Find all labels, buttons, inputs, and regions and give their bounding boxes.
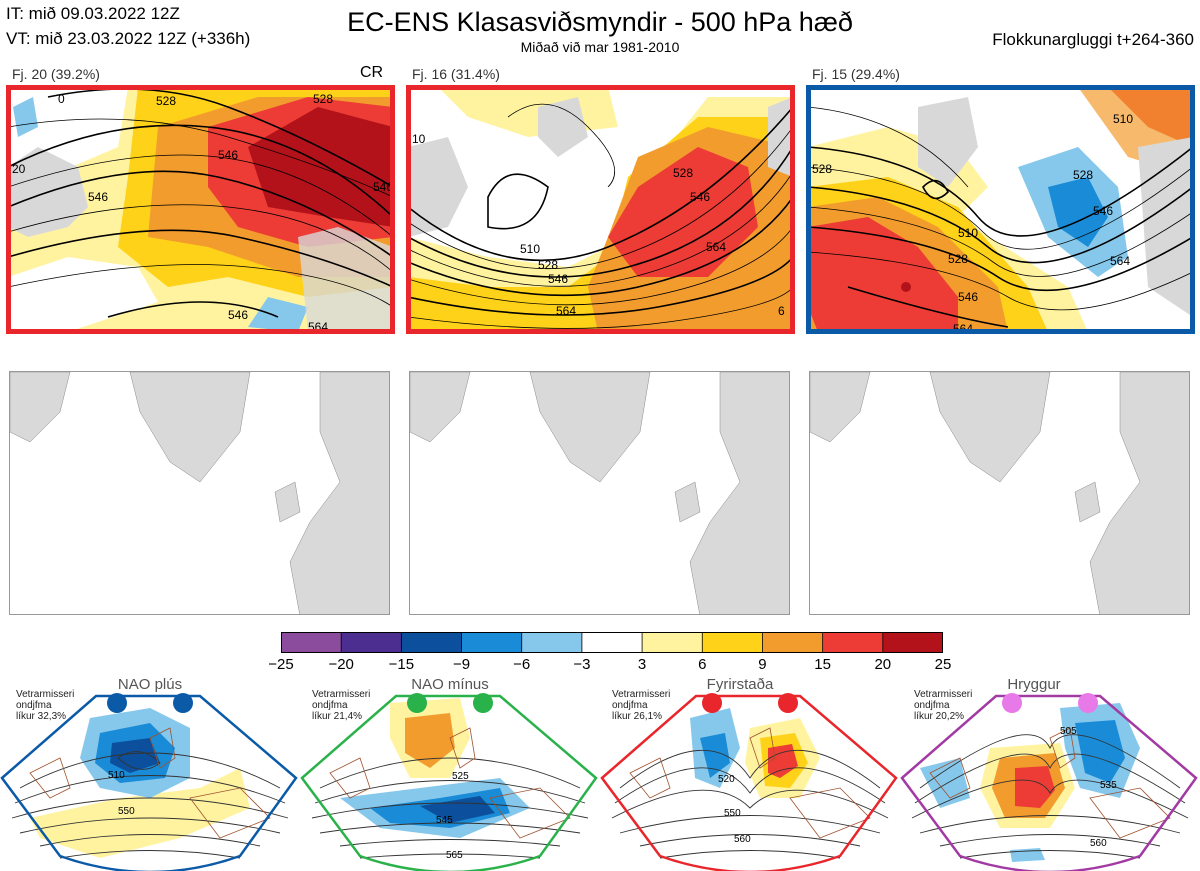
regime-nao-minus-title: NAO mínus (411, 676, 489, 693)
cluster-1-contour-label: 546 (88, 190, 108, 204)
colorbar-swatch (461, 632, 523, 653)
regime-contour-label: 535 (1100, 780, 1117, 791)
regime-contour-label: 550 (724, 808, 741, 819)
regime-blocking-map: 520 550 560 (600, 693, 898, 871)
regime-nao-plus-note: Vetrarmisseri ondjfma líkur 32,3% (16, 689, 75, 722)
colorbar-swatch (822, 632, 884, 653)
regime-contour-label: 510 (108, 770, 125, 781)
cluster-3-contour-label: 510 (1113, 112, 1133, 126)
anomaly-colorbar (281, 632, 943, 653)
cluster-1-contour-label: 528 (156, 94, 176, 108)
colorbar-tick-label: −15 (388, 656, 415, 673)
cluster-2-contour-label: 528 (538, 258, 558, 272)
cluster-1-contour-label: 528 (313, 92, 333, 106)
regime-ridge-map: 505 535 560 (900, 693, 1198, 871)
cluster-3-contour-label: 564 (953, 322, 973, 332)
cluster-3-contour-label: 546 (1093, 204, 1113, 218)
cluster-2-contour-label: 10 (412, 132, 426, 146)
cluster-1-contour-label: 546 (218, 148, 238, 162)
regime-ridge-title: Hryggur (1007, 676, 1061, 693)
colorbar-swatch (581, 632, 643, 653)
cluster-2-contour-label: 510 (520, 242, 540, 256)
colorbar-swatch (400, 632, 463, 653)
cluster-1-contour-label: 564 (308, 320, 328, 332)
colorbar-tick-label: 20 (874, 656, 892, 673)
regime-contour-label: 560 (1090, 838, 1107, 849)
cluster-1-contour-label: 546 (228, 308, 248, 322)
colorbar-tick-label: 9 (758, 656, 767, 673)
regime-nao-plus-map: 510 550 (0, 693, 298, 871)
cluster-1-contour-label: 0 (58, 92, 65, 106)
cluster-3-contour-label: 528 (948, 252, 968, 266)
colorbar-tick-label: −20 (328, 656, 354, 673)
colorbar-tick-label: 3 (637, 656, 647, 673)
cluster-2-contour-label: 564 (706, 240, 726, 254)
empty-map-1 (9, 371, 390, 615)
cluster-2-label: Fj. 16 (31.4%) (412, 66, 500, 82)
cluster-1-label: Fj. 20 (39.2%) (12, 66, 100, 82)
regime-contour-label: 525 (452, 771, 469, 782)
cluster-1-regime-tag: CR (360, 64, 384, 81)
initial-time: IT: mið 09.03.2022 12Z (6, 4, 180, 23)
colorbar-tick-label: 25 (934, 656, 952, 673)
cluster-3-map: 510 528 546 564 510 528 546 564 528 (808, 87, 1193, 332)
colorbar-swatch (340, 632, 403, 653)
regime-blocking-note: Vetrarmisseri ondjfma líkur 26,1% (612, 689, 671, 722)
empty-map-3 (809, 371, 1190, 615)
colorbar-swatch (281, 632, 343, 653)
regime-contour-label: 520 (718, 774, 735, 785)
regime-contour-label: 545 (436, 815, 453, 826)
cluster-3-contour-label: 510 (958, 226, 978, 240)
regime-nao-plus-title: NAO plús (117, 676, 183, 693)
empty-map-2 (409, 371, 790, 615)
colorbar-swatch (521, 632, 583, 653)
colorbar-tick-label: −6 (513, 656, 531, 673)
colorbar-tick-label: −3 (573, 656, 591, 673)
regime-ridge-note: Vetrarmisseri ondjfma líkur 20,2% (914, 689, 973, 722)
colorbar-tick-label: −25 (268, 656, 294, 673)
cluster-3-contour-label: 528 (812, 162, 832, 176)
cluster-1-contour-label: 546 (373, 180, 393, 194)
cluster-3-contour-label: 546 (958, 290, 978, 304)
cluster-2-contour-label: 528 (673, 166, 693, 180)
regime-nao-minus-map: 525 545 565 (300, 693, 598, 871)
colorbar-tick-label: −9 (452, 656, 471, 673)
valid-time: VT: mið 23.03.2022 12Z (+336h) (6, 29, 251, 48)
regime-contour-label: 505 (1060, 726, 1077, 737)
page-subtitle: Miðað við mar 1981-2010 (520, 39, 680, 55)
cluster-2-contour-label: 6 (778, 304, 785, 318)
regime-blocking-title: Fyrirstaða (706, 676, 774, 693)
colorbar-tick-label: 15 (814, 656, 831, 673)
cluster-3-contour-label: 528 (1073, 168, 1093, 182)
colorbar-tick-label: 6 (698, 656, 707, 673)
regime-nao-minus-note: Vetrarmisseri ondjfma líkur 21,4% (312, 689, 371, 722)
cluster-1-map: 528 546 546 528 546 546 564 20 0 (8, 87, 393, 332)
regime-contour-label: 550 (118, 806, 135, 817)
colorbar-swatch (701, 632, 764, 653)
cluster-2-contour-label: 546 (690, 190, 710, 204)
colorbar-swatch (882, 632, 943, 653)
regime-contour-label: 565 (446, 850, 463, 861)
cluster-3-label: Fj. 15 (29.4%) (812, 66, 900, 82)
page-title: EC-ENS Klasasviðsmyndir - 500 hPa hæð (347, 7, 853, 37)
colorbar-swatch (641, 632, 704, 653)
cluster-2-map: 510 528 546 564 528 546 564 10 6 (408, 87, 793, 332)
classification-window: Flokkunargluggi t+264-360 (992, 30, 1194, 49)
regime-contour-label: 560 (734, 834, 751, 845)
cluster-3-contour-label: 564 (1110, 254, 1130, 268)
colorbar-swatch (762, 632, 824, 653)
cluster-1-contour-label: 20 (12, 162, 26, 176)
cluster-2-contour-label: 546 (548, 272, 568, 286)
cluster-2-contour-label: 564 (556, 304, 576, 318)
